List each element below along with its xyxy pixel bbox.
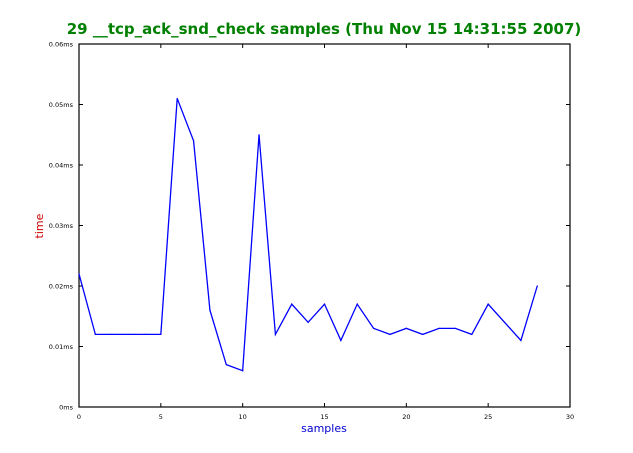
y-tick-label: 0ms — [59, 404, 73, 412]
y-tick-label: 0.05ms — [49, 101, 74, 109]
data-point — [258, 134, 260, 136]
x-tick-label: 25 — [484, 413, 492, 421]
data-point — [94, 333, 96, 335]
data-point — [143, 333, 146, 335]
x-tick-label: 5 — [159, 413, 163, 421]
data-point — [192, 140, 195, 142]
data-point — [471, 333, 473, 335]
data-point — [356, 303, 358, 305]
data-point — [503, 321, 506, 323]
axis-ticks — [78, 43, 571, 408]
data-point — [520, 339, 522, 342]
data-point — [487, 303, 489, 305]
data-point — [389, 333, 391, 335]
data-point — [111, 333, 113, 335]
data-point — [454, 327, 457, 329]
data-point — [242, 370, 244, 372]
x-tick-label: 15 — [320, 413, 328, 421]
chart-title: 29 __tcp_ack_snd_check samples (Thu Nov … — [67, 20, 582, 38]
x-tick-label: 20 — [402, 413, 410, 421]
data-point — [176, 97, 178, 100]
y-axis-label: time — [33, 213, 46, 238]
x-axis-label: samples — [301, 422, 347, 435]
data-point — [274, 333, 276, 335]
x-tick-label: 30 — [566, 413, 574, 421]
data-point — [225, 364, 227, 366]
x-tick-label: 10 — [239, 413, 247, 421]
tick-labels: 0 5 10 15 20 25 30 0ms 0.01ms 0.02ms 0.03ms 0.04ms 0… — [49, 41, 574, 422]
data-point — [291, 303, 293, 305]
data-point — [438, 327, 440, 329]
data-point — [307, 321, 309, 323]
data-point — [340, 339, 342, 342]
y-tick-label: 0.03ms — [49, 222, 74, 230]
data-point — [536, 285, 538, 287]
data-point — [127, 333, 129, 335]
plot-area — [78, 43, 571, 408]
data-point — [78, 273, 80, 275]
y-tick-label: 0.04ms — [49, 162, 74, 170]
data-point — [209, 309, 211, 311]
data-point — [323, 303, 326, 305]
x-tick-label: 0 — [77, 413, 81, 421]
data-points — [78, 97, 538, 372]
y-tick-label: 0.06ms — [49, 41, 74, 49]
y-tick-label: 0.01ms — [49, 343, 74, 351]
data-point — [405, 327, 407, 329]
data-point — [422, 333, 424, 335]
data-point — [373, 327, 375, 329]
y-tick-label: 0.02ms — [49, 283, 74, 291]
data-point — [160, 333, 162, 335]
